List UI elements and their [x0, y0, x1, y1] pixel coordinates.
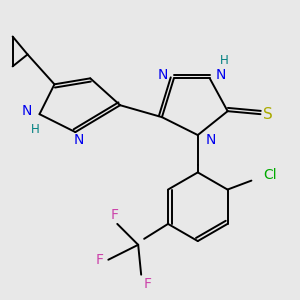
Text: F: F: [95, 253, 104, 267]
Text: F: F: [110, 208, 118, 222]
Text: N: N: [158, 68, 168, 82]
Text: N: N: [73, 133, 83, 146]
Text: H: H: [220, 54, 229, 67]
Text: N: N: [216, 68, 226, 82]
Text: F: F: [143, 277, 151, 291]
Text: N: N: [22, 104, 32, 118]
Text: H: H: [31, 123, 39, 136]
Text: S: S: [263, 107, 273, 122]
Text: Cl: Cl: [263, 168, 277, 182]
Text: N: N: [205, 133, 216, 146]
